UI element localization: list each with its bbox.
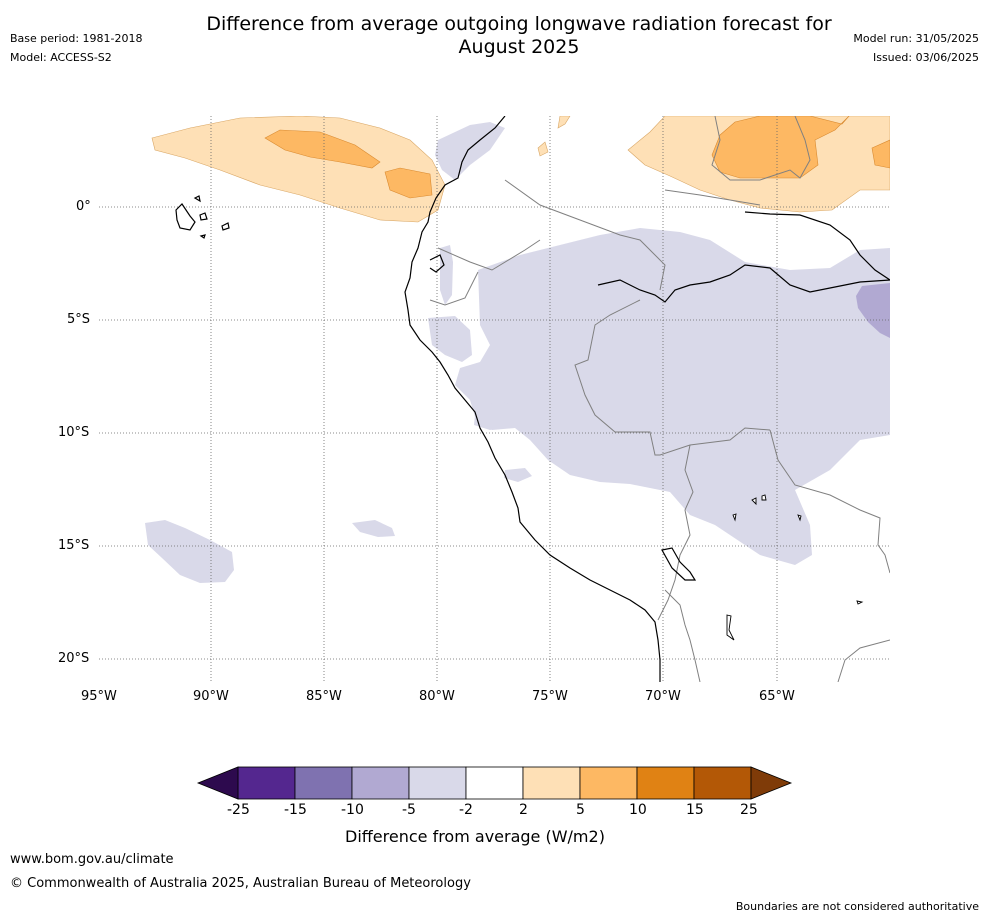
- border-colombia-ecuador: [437, 239, 541, 271]
- island-santiago: [193, 195, 201, 203]
- colorbar-tick: -5: [402, 802, 416, 818]
- shade-small-1: [557, 116, 571, 129]
- shade-pacific-core-1: [264, 129, 381, 169]
- colorbar-segment-5-2: [408, 766, 467, 800]
- lon-label-95w: 95°W: [81, 689, 117, 704]
- anomaly-shading-negative: [145, 122, 890, 583]
- shade-pacific-north: [151, 116, 446, 223]
- lon-label-75w: 75°W: [532, 689, 568, 704]
- title-line-1: Difference from average outgoing longwav…: [206, 13, 832, 35]
- shade-strong-negative: [856, 283, 890, 338]
- shade-pacific-core-2: [384, 167, 433, 199]
- model-run-text: Model run: 31/05/2025: [853, 32, 979, 45]
- colorbar-segment-10-15: [636, 766, 695, 800]
- issued-text: Issued: 03/06/2025: [872, 51, 979, 64]
- colorbar-arrow-low: [196, 766, 239, 800]
- lon-label-90w: 90°W: [193, 689, 229, 704]
- lat-label-5s: 5°S: [67, 312, 91, 327]
- shade-amazon: [455, 228, 890, 565]
- border-peru-bolivia: [657, 444, 694, 621]
- anomaly-shading-strong-positive: [264, 116, 890, 199]
- lake-3: [732, 513, 737, 522]
- shade-ecuador-coast: [440, 245, 453, 305]
- lon-label-85w: 85°W: [306, 689, 342, 704]
- border-bolivia-brazil: [769, 429, 890, 574]
- shade-pacific-south: [145, 520, 234, 583]
- title-line-2: August 2025: [458, 36, 580, 58]
- lake-titicaca: [661, 547, 697, 581]
- colorbar-segment-25-15: [237, 766, 296, 800]
- lon-label-70w: 70°W: [645, 689, 681, 704]
- lat-label-10s: 10°S: [58, 425, 90, 440]
- lon-label-80w: 80°W: [419, 689, 455, 704]
- graticule: [99, 116, 890, 682]
- shade-venezuela-core: [711, 116, 850, 179]
- island-san-cristobal: [221, 222, 230, 231]
- colorbar-tick: 2: [519, 802, 528, 818]
- colorbar-tick: 25: [740, 802, 758, 818]
- colorbar-segment-15-25: [693, 766, 752, 800]
- border-colombia-venezuela: [504, 179, 666, 291]
- colorbar-tick: -10: [341, 802, 364, 818]
- border-chile-bolivia: [664, 589, 701, 682]
- footer-disclaimer: Boundaries are not considered authoritat…: [735, 900, 979, 913]
- border-guyana: [711, 116, 811, 181]
- colorbar-tick: 5: [576, 802, 585, 818]
- colorbar-tick: -25: [227, 802, 250, 818]
- border-ecuador-peru: [429, 271, 479, 306]
- footer-url[interactable]: www.bom.gov.au/climate: [10, 852, 174, 867]
- shade-pacific-small: [352, 520, 395, 537]
- island-espanola: [199, 234, 206, 239]
- coast-guayaquil-gulf: [429, 254, 445, 273]
- lake-1: [751, 497, 757, 506]
- colorbar-tick: 10: [629, 802, 647, 818]
- lat-label-0: 0°: [76, 199, 91, 214]
- shade-coast-patch-2: [474, 402, 520, 430]
- coast-pacific-south-america: [404, 116, 661, 682]
- colorbar-tick: 15: [686, 802, 704, 818]
- country-borders: [429, 116, 890, 682]
- colorbar-tick: -2: [459, 802, 473, 818]
- colorbar-segment-10-5: [351, 766, 410, 800]
- shade-coast-patch-1: [428, 316, 472, 362]
- river-amazon: [597, 264, 890, 303]
- galapagos-islands: [175, 195, 230, 239]
- colorbar-segment-2-5: [522, 766, 581, 800]
- colorbar-label: Difference from average (W/m2): [345, 827, 605, 846]
- shade-small-2: [537, 141, 549, 157]
- lake-6: [856, 600, 864, 605]
- lat-label-15s: 15°S: [58, 538, 90, 553]
- lake-2: [761, 494, 767, 501]
- border-brazil-venezuela: [664, 189, 761, 206]
- footer-copyright: © Commonwealth of Australia 2025, Austra…: [10, 876, 471, 891]
- map-layer: [99, 116, 890, 682]
- lake-5: [726, 614, 735, 641]
- shade-east-core: [871, 139, 890, 169]
- colorbar-arrow-high: [750, 766, 793, 800]
- island-santa-cruz: [199, 212, 208, 221]
- lon-label-65w: 65°W: [759, 689, 795, 704]
- lake-4: [797, 514, 802, 522]
- base-period-text: Base period: 1981-2018: [10, 32, 143, 45]
- coastlines: [404, 116, 890, 682]
- border-argentina: [837, 639, 890, 682]
- colorbar-segment-15-10: [294, 766, 353, 800]
- colorbar-segment-2-2: [465, 766, 524, 800]
- model-text: Model: ACCESS-S2: [10, 51, 112, 64]
- map-title: Difference from average outgoing longwav…: [0, 13, 988, 59]
- colorbar-tick: -15: [284, 802, 307, 818]
- shade-coast-patch-3: [504, 468, 532, 482]
- colorbar-segment-5-10: [579, 766, 638, 800]
- shade-north-colombia: [435, 122, 505, 180]
- inland-lakes: [726, 494, 864, 641]
- island-isabela: [175, 203, 196, 231]
- colorbar: [196, 766, 793, 800]
- coast-caribbean: [744, 211, 890, 281]
- border-peru-brazil: [574, 299, 771, 456]
- lat-label-20s: 20°S: [58, 651, 90, 666]
